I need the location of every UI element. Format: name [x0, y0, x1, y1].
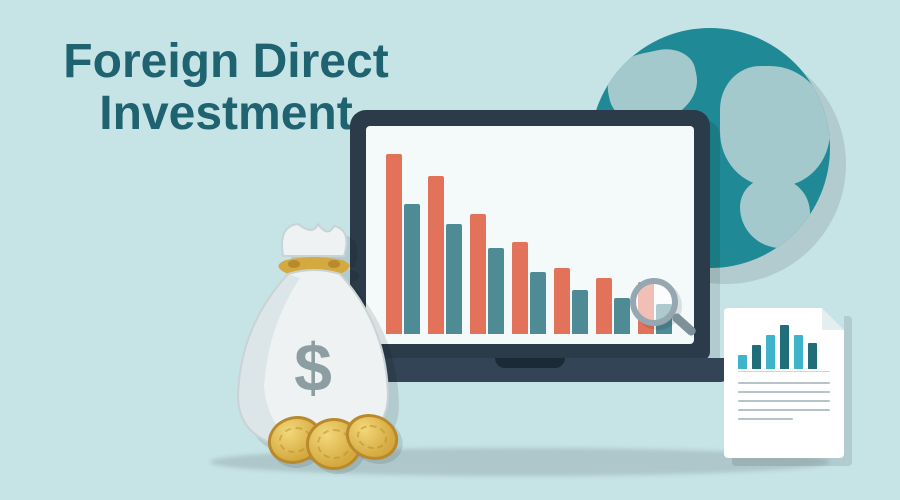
bar-primary: [638, 282, 654, 334]
report-text-line: [738, 391, 830, 393]
report-bar: [808, 343, 817, 369]
laptop-chart-area: [366, 126, 694, 344]
report-bar: [766, 335, 775, 369]
laptop-bar-chart: [386, 140, 674, 334]
coins-group: [268, 400, 428, 470]
bar-secondary: [530, 272, 546, 334]
bar-primary: [554, 268, 570, 334]
paper-fold: [822, 308, 844, 330]
bar-secondary: [404, 204, 420, 334]
report-bar: [738, 355, 747, 369]
report-text-line: [738, 400, 830, 402]
report-paper: [724, 308, 844, 458]
dollar-sign: $: [294, 330, 332, 406]
report-text-line: [738, 409, 830, 411]
bar-secondary: [446, 224, 462, 334]
bar-secondary: [572, 290, 588, 334]
report-bar: [752, 345, 761, 369]
bar-secondary: [656, 304, 672, 334]
report-text-line: [738, 382, 830, 384]
bar-primary: [428, 176, 444, 334]
laptop-notch: [495, 358, 565, 368]
bar-primary: [470, 214, 486, 334]
bar-secondary: [614, 298, 630, 334]
title-line-1: Foreign Direct: [46, 36, 406, 88]
report-bar: [794, 335, 803, 369]
report-text-line: [738, 418, 793, 420]
report-bar: [780, 325, 789, 369]
laptop-screen: [350, 110, 710, 360]
report-text-lines: [738, 382, 830, 420]
report-bar-chart: [738, 322, 830, 372]
bar-primary: [512, 242, 528, 334]
bar-secondary: [488, 248, 504, 334]
bar-primary: [596, 278, 612, 334]
